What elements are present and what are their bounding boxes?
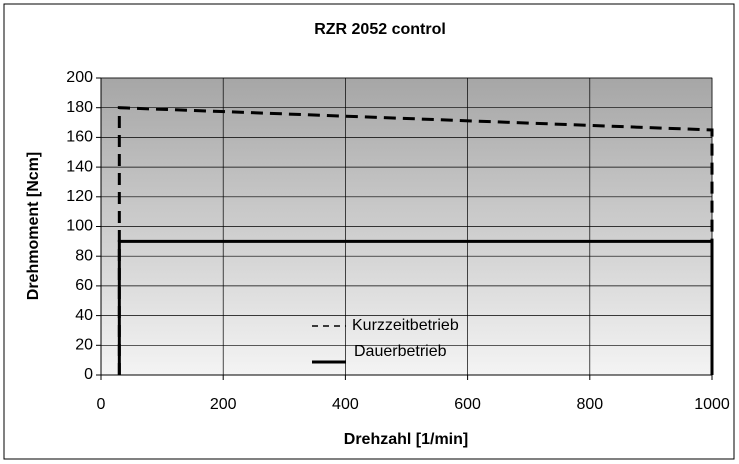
y-tick-label: 20: [75, 337, 93, 354]
y-tick-label: 180: [66, 99, 93, 116]
y-tick-label: 40: [75, 307, 93, 324]
y-tick-label: 200: [66, 69, 93, 86]
x-tick-label: 1000: [694, 396, 730, 413]
y-tick-label: 120: [66, 188, 93, 205]
x-axis-label: Drehzahl [1/min]: [344, 431, 468, 448]
x-tick-label: 0: [97, 396, 106, 413]
legend-label: Kurzzeitbetrieb: [352, 317, 459, 334]
x-tick-label: 200: [210, 396, 237, 413]
y-tick-label: 160: [66, 129, 93, 146]
x-tick-label: 800: [576, 396, 603, 413]
x-tick-label: 400: [332, 396, 359, 413]
y-tick-label: 0: [84, 366, 93, 383]
y-tick-label: 60: [75, 277, 93, 294]
legend-label: Dauerbetrieb: [354, 343, 447, 360]
series-line: [117, 239, 714, 375]
y-axis-label: Drehmoment [Ncm]: [25, 152, 42, 300]
y-tick-label: 80: [75, 247, 93, 264]
x-tick-label: 600: [454, 396, 481, 413]
y-tick-label: 100: [66, 218, 93, 235]
y-tick-label: 140: [66, 158, 93, 175]
chart-title: RZR 2052 control: [314, 21, 446, 38]
